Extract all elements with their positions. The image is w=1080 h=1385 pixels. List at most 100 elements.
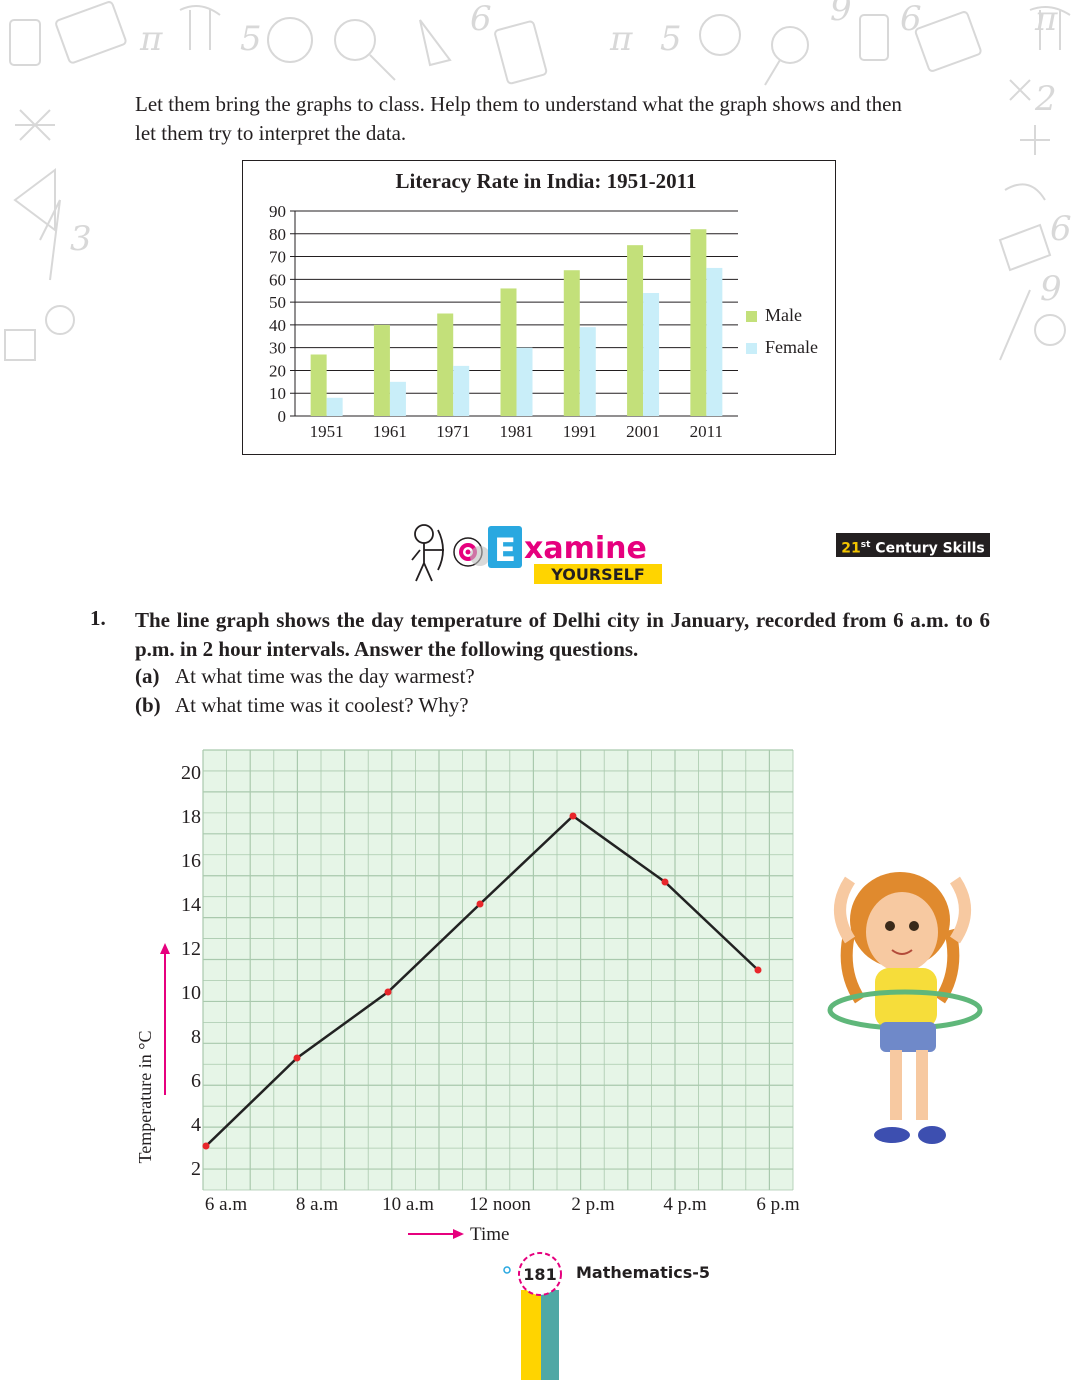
line-x-tick-label: 4 p.m	[663, 1194, 707, 1215]
sub-question-a: (a) At what time was the day warmest?	[135, 662, 475, 691]
line-y-tick-label: 20	[181, 762, 201, 784]
bar-y-tick-label: 70	[269, 248, 286, 267]
bar-y-tick-label: 50	[269, 293, 286, 312]
svg-text:9: 9	[1040, 269, 1062, 309]
question-text: The line graph shows the day temperature…	[135, 608, 990, 661]
temperature-line-chart-svg: 2 4 6 8 10 12 14 16 18 20 6 a.m 8 a.m 10 a.m 12 noon…	[135, 749, 800, 1245]
svg-text:5: 5	[660, 19, 682, 59]
yourself-banner	[534, 564, 662, 584]
bar-male-1981	[500, 288, 517, 416]
bar-male-2001	[627, 245, 644, 416]
line-x-tick-label: 2 p.m	[571, 1194, 615, 1215]
line-x-tick-label: 12 noon	[469, 1194, 531, 1215]
bar-male-1961	[373, 324, 390, 416]
book-title: Mathematics-5	[576, 1263, 710, 1282]
bar-female-1951	[326, 397, 343, 416]
temperature-point-2-p-m	[569, 812, 577, 820]
sub-question-b: (b) At what time was it coolest? Why?	[135, 691, 469, 720]
line-x-tick-label: 8 a.m	[296, 1194, 338, 1215]
literacy-bar-chart-svg: Literacy Rate in India: 1951-2011 0 10 20 3…	[269, 169, 818, 441]
bar-female-1961	[389, 381, 406, 416]
temperature-point-6-a-m	[202, 1142, 210, 1150]
temperature-point-10-a-m	[384, 988, 392, 996]
bar-female-2001	[643, 293, 660, 416]
svg-text:π: π	[139, 19, 163, 59]
line-x-tick-label: 10 a.m	[382, 1194, 434, 1215]
bar-chart-title: Literacy Rate in India: 1951-2011	[396, 169, 697, 193]
bar-y-tick-label: 30	[269, 339, 286, 358]
century-skills-badge: 21st Century Skills	[836, 533, 990, 557]
legend-label-female: Female	[765, 337, 818, 357]
bar-male-2011	[690, 229, 707, 416]
temperature-point-12-noon	[476, 900, 484, 908]
bar-female-1971	[453, 365, 470, 416]
legend-swatch-male	[746, 311, 757, 322]
sub-question-b-text: At what time was it coolest? Why?	[175, 693, 469, 717]
skills-number: 21	[841, 540, 861, 557]
bar-y-tick-label: 90	[269, 202, 286, 221]
temperature-point-6-p-m	[754, 966, 762, 974]
svg-text:9: 9	[830, 0, 852, 29]
girl-hula-hoop-illustration	[820, 860, 990, 1155]
examine-yourself-graphic: E xamine YOURSELF	[411, 524, 662, 584]
line-y-tick-label: 4	[191, 1114, 201, 1136]
line-y-tick-label: 8	[191, 1026, 201, 1048]
literacy-bar-chart: Literacy Rate in India: 1951-2011 0 10 20 3…	[242, 160, 836, 455]
intro-line-2: let them try to interpret the data.	[135, 121, 407, 145]
bar-x-tick-label: 2011	[690, 422, 723, 441]
footer-graphic: 181	[503, 1252, 562, 1380]
sub-question-b-label: (b)	[135, 693, 161, 717]
bar-x-tick-label: 1971	[436, 422, 470, 441]
x-axis-arrow	[408, 1229, 464, 1239]
plot-background	[203, 750, 793, 1190]
svg-text:6: 6	[470, 0, 492, 39]
examine-e-box	[488, 526, 522, 568]
svg-text:5: 5	[240, 19, 262, 59]
svg-text:2: 2	[1034, 79, 1057, 119]
bar-male-1971	[437, 313, 454, 416]
intro-paragraph: Let them bring the graphs to class. Help…	[135, 90, 995, 148]
line-y-tick-label: 6	[191, 1070, 201, 1092]
bar-female-2011	[706, 267, 723, 416]
bar-female-1981	[516, 347, 533, 416]
temperature-point-4-p-m	[661, 878, 669, 886]
bar-y-tick-label: 0	[278, 407, 287, 426]
bar-y-tick-label: 60	[269, 270, 286, 289]
line-x-tick-label: 6 p.m	[756, 1194, 800, 1215]
intro-line-1: Let them bring the graphs to class. Help…	[135, 92, 902, 116]
line-y-tick-label: 2	[191, 1158, 201, 1180]
line-y-tick-label: 16	[181, 850, 201, 872]
legend-swatch-female	[746, 343, 757, 354]
bar-y-tick-label: 20	[269, 361, 286, 380]
page-number: 181	[523, 1265, 556, 1284]
bar-x-tick-label: 1961	[373, 422, 407, 441]
bar-male-1951	[310, 354, 327, 416]
bar-y-tick-label: 80	[269, 225, 286, 244]
target-icon	[453, 537, 490, 567]
svg-text:π: π	[609, 19, 633, 59]
bar-y-tick-label: 10	[269, 384, 286, 403]
bar-x-tick-label: 1981	[500, 422, 534, 441]
temperature-line-chart: 2 4 6 8 10 12 14 16 18 20 6 a.m 8 a.m 10 a.m 12 noon…	[120, 740, 810, 1265]
bar-x-tick-label: 2001	[626, 422, 660, 441]
sub-question-a-label: (a)	[135, 664, 160, 688]
bar-x-tick-label: 1991	[563, 422, 597, 441]
line-y-tick-label: 18	[181, 806, 201, 828]
examine-e-letter: E	[494, 531, 516, 569]
bar-male-1991	[563, 270, 580, 416]
line-y-tick-label: 10	[181, 982, 201, 1004]
skills-text: Century Skills	[875, 540, 985, 557]
bar-x-tick-label: 1951	[310, 422, 344, 441]
line-y-tick-label: 14	[181, 894, 201, 916]
page-footer: 181	[500, 1245, 730, 1380]
temperature-point-8-a-m	[293, 1054, 301, 1062]
line-y-tick-label: 12	[181, 938, 201, 960]
bar-y-tick-label: 40	[269, 316, 286, 335]
skills-superscript: st	[860, 540, 871, 550]
sub-question-a-text: At what time was the day warmest?	[175, 664, 475, 688]
girl-illustration-svg	[827, 872, 983, 1144]
examine-yourself-logo: E xamine YOURSELF	[410, 522, 670, 588]
y-axis-label: Temperature in °C	[135, 1031, 155, 1164]
svg-text:π: π	[1034, 0, 1058, 39]
